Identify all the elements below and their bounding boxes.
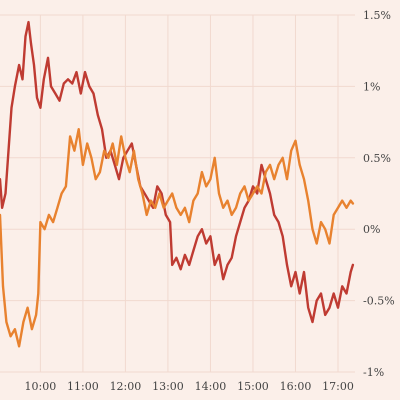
x-tick-label: 12:00	[110, 380, 142, 393]
grid	[0, 14, 355, 373]
x-tick-label: 10:00	[25, 380, 57, 393]
x-tick-label: 14:00	[195, 380, 227, 393]
x-tick-label: 13:00	[152, 380, 184, 393]
y-tick-label: -1%	[363, 366, 384, 379]
x-tick-label: 15:00	[237, 380, 269, 393]
x-tick-label: 11:00	[67, 380, 99, 393]
x-axis-tick-labels: 10:00 11:00 12:00 13:00 14:00 15:00 16:00 17:00	[25, 380, 354, 393]
y-tick-label: 0.5%	[363, 152, 391, 165]
series-lines	[0, 20, 355, 348]
x-tick-label: 16:00	[280, 380, 312, 393]
series-line-2	[0, 127, 355, 348]
y-axis-tick-labels: 1.5% 1% 0.5% 0% -0.5% -1%	[363, 9, 395, 379]
y-tick-label: -0.5%	[363, 295, 395, 308]
y-tick-label: 1%	[363, 80, 380, 93]
y-tick-label: 0%	[363, 223, 380, 236]
x-tick-label: 17:00	[322, 380, 354, 393]
y-tick-label: 1.5%	[363, 9, 391, 22]
series-line-1	[0, 20, 355, 324]
